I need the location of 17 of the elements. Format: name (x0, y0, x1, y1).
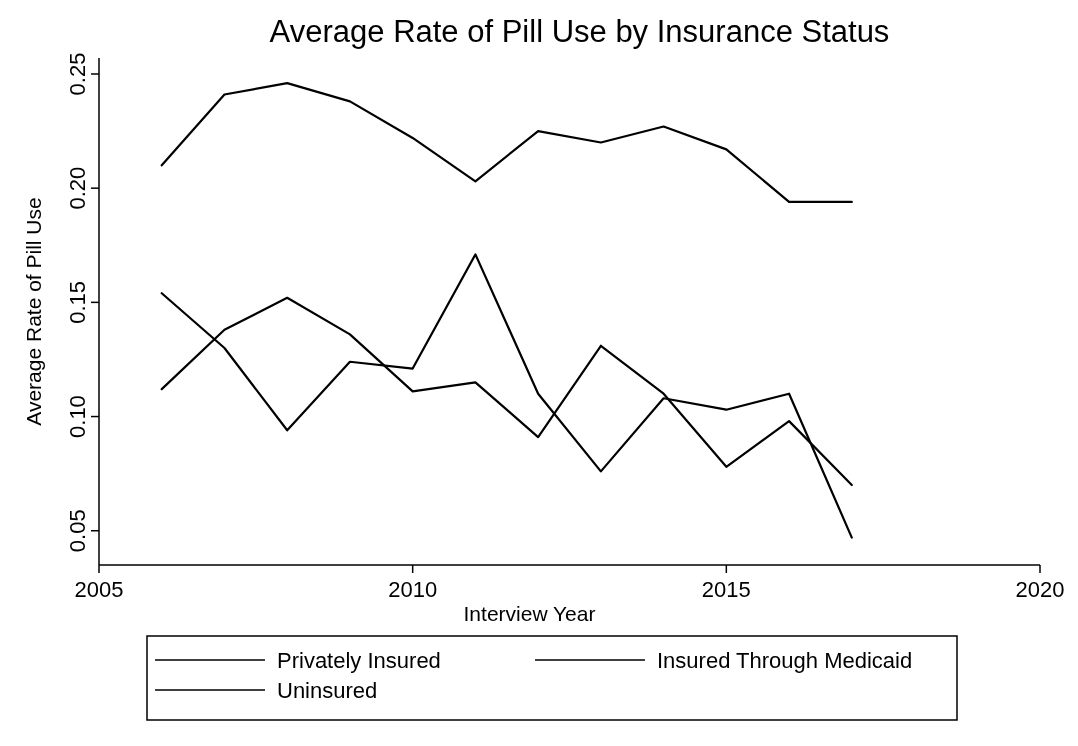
legend-label: Insured Through Medicaid (657, 648, 913, 673)
y-tick-label: 0.05 (65, 509, 90, 553)
y-tick-label: 0.20 (65, 166, 90, 210)
x-tick-label: 2005 (74, 577, 124, 602)
line-series (160, 82, 853, 203)
chart-title: Average Rate of Pill Use by Insurance Status (269, 14, 890, 49)
y-tick-label: 0.15 (65, 280, 90, 324)
x-axis-title: Interview Year (463, 602, 596, 625)
x-tick-label: 2010 (388, 577, 438, 602)
y-tick-label: 0.25 (65, 52, 90, 96)
line-series (160, 253, 853, 539)
y-axis-title: Average Rate of Pill Use (22, 197, 45, 426)
legend-label: Privately Insured (277, 648, 441, 673)
y-tick-label: 0.10 (65, 395, 90, 438)
x-tick-label: 2020 (1015, 577, 1065, 602)
x-tick-label: 2015 (701, 577, 751, 602)
legend-label: Uninsured (277, 678, 378, 703)
